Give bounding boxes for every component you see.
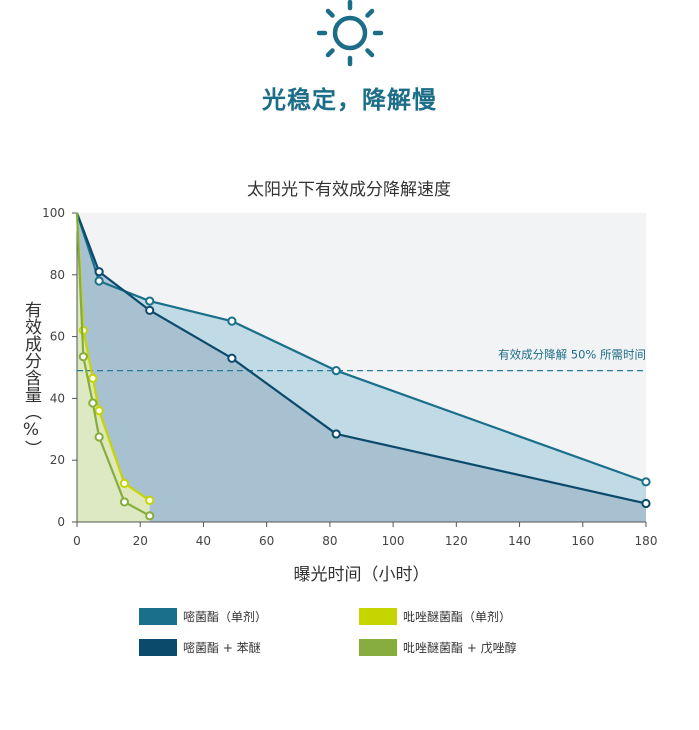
- data-point-series-2: [227, 353, 237, 363]
- data-point-series-4: [78, 352, 88, 362]
- legend-swatch-4: [359, 638, 397, 656]
- data-point-series-1: [331, 365, 341, 376]
- data-point-series-3: [119, 478, 130, 488]
- chart-title: 太阳光下有效成分降解速度: [247, 180, 451, 200]
- legend-label-4: 吡唑醚菌酯 + 戊唑醇: [403, 640, 517, 655]
- legend-item-2: 吡唑醚菌酯（单剂）: [359, 607, 511, 625]
- data-point-series-3: [145, 495, 155, 505]
- x-tick-label: 160: [571, 534, 594, 548]
- y-tick-label: 20: [50, 453, 65, 467]
- y-tick-label: 60: [50, 330, 65, 344]
- legend-item-1: 嘧菌酯（单剂）: [139, 607, 267, 625]
- series-area-2: [77, 213, 646, 522]
- legend-swatch-1: [139, 607, 177, 625]
- degradation-chart: 太阳光下有效成分降解速度 0 20 40 60 80 100 0 20 40 60 80 100 120…: [21, 180, 658, 585]
- legend-label-2: 吡唑醚菌酯（单剂）: [403, 609, 512, 624]
- x-tick-label: 140: [508, 534, 531, 548]
- data-point-series-4: [145, 511, 155, 521]
- x-tick-label: 120: [445, 534, 468, 548]
- data-point-series-2: [331, 429, 341, 439]
- legend-swatch-3: [139, 638, 177, 656]
- legend-label-1: 嘧菌酯（单剂）: [183, 609, 268, 624]
- x-tick-label: 60: [259, 534, 274, 548]
- y-tick-label: 40: [50, 391, 65, 405]
- series-area-4: [77, 213, 150, 522]
- data-point-series-2: [94, 267, 104, 277]
- series-line-2: [75, 212, 647, 505]
- y-tick-label: 80: [50, 268, 65, 282]
- x-tick-label: 0: [73, 534, 81, 548]
- data-point-series-3: [88, 373, 98, 383]
- x-tick-label: 180: [635, 534, 658, 548]
- data-point-series-1: [94, 276, 104, 286]
- x-tick-label: 40: [196, 534, 211, 548]
- x-tick-label: 80: [322, 534, 337, 548]
- data-point-series-1: [641, 477, 651, 487]
- y-tick-label: 0: [57, 515, 65, 529]
- y-axis-label: 有效成分含量（%）: [21, 301, 42, 457]
- series-line-4: [75, 212, 151, 517]
- data-point-series-1: [145, 296, 155, 306]
- data-point-series-4: [94, 432, 104, 442]
- data-point-series-2: [641, 498, 651, 509]
- data-point-series-1: [227, 316, 237, 326]
- data-point-series-4: [88, 398, 98, 408]
- x-tick-label: 20: [133, 534, 148, 548]
- x-axis-label: 曝光时间（小时）: [294, 565, 430, 585]
- page-headline: 光稳定，降解慢: [262, 86, 437, 114]
- legend-label-3: 嘧菌酯 + 苯醚: [183, 640, 261, 655]
- legend-item-3: 嘧菌酯 + 苯醚: [139, 638, 261, 656]
- reference-line-label: 有效成分降解 50% 所需时间: [498, 348, 646, 362]
- sun-icon: [316, 0, 384, 67]
- legend-item-4: 吡唑醚菌酯 + 戊唑醇: [359, 638, 517, 656]
- data-point-series-2: [145, 305, 155, 315]
- data-point-series-4: [119, 497, 130, 507]
- data-point-series-3: [94, 406, 104, 416]
- y-tick-label: 100: [42, 206, 65, 220]
- legend-swatch-2: [359, 607, 397, 625]
- x-tick-label: 100: [382, 534, 405, 548]
